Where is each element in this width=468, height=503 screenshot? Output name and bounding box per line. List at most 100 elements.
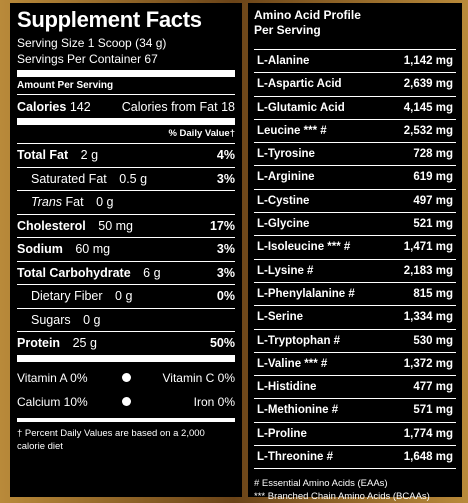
amino-name: L-Proline: [257, 427, 307, 440]
nutrient-label: Total Fat 2 g: [17, 148, 195, 162]
nutrient-name: Dietary Fiber: [31, 289, 103, 304]
amino-amount: 1,334 mg: [403, 311, 453, 324]
amount-per-serving: Amount Per Serving: [17, 80, 114, 91]
nutrient-name: Total Carbohydrate: [17, 265, 131, 280]
amino-row: L-Alanine 1,142 mg: [254, 49, 456, 72]
fat-calories-label: Calories from Fat: [121, 99, 218, 114]
nutrient-amount: 0 g: [96, 195, 114, 210]
amino-name: L-Threonine #: [257, 451, 334, 464]
amino-name: L-Aspartic Acid: [257, 78, 342, 91]
amino-row: L-Lysine # 2,183 mg: [254, 258, 456, 282]
amino-amount: 619 mg: [413, 171, 453, 184]
nutrient-row: Protein 25 g 50%: [17, 331, 235, 355]
amino-amount: 571 mg: [413, 404, 453, 417]
nutrient-label: Trans Fat 0 g: [17, 195, 235, 209]
title: Supplement Facts: [17, 7, 202, 32]
nutrient-amount: 6 g: [143, 265, 161, 280]
amino-row: L-Histidine 477 mg: [254, 375, 456, 398]
nutrient-name: Protein: [17, 336, 61, 351]
nutrient-name: Fat: [65, 195, 84, 210]
nutrient-row: Saturated Fat 0.5 g 3%: [17, 166, 235, 191]
nutrient-row: Cholesterol 50 mg 17%: [17, 213, 235, 238]
amino-name: L-Tyrosine: [257, 148, 315, 161]
vitamin: Vitamin C 0%: [162, 370, 235, 385]
amino-row: L-Cystine 497 mg: [254, 188, 456, 212]
amino-row: L-Arginine 619 mg: [254, 165, 456, 188]
amino-amount: 2,183 mg: [403, 264, 453, 277]
bullet: [121, 373, 131, 382]
title-line: Per Serving: [254, 23, 321, 37]
amino-row: L-Serine 1,334 mg: [254, 305, 456, 328]
nutrient-prefix: Trans: [31, 195, 63, 210]
footnote: *** Branched Chain Amino Acids (BCAAs): [254, 491, 430, 503]
nutrient-row: Trans Fat 0 g: [17, 190, 235, 214]
amino-row: L-Tryptophan # 530 mg: [254, 328, 456, 352]
amino-amount: 2,532 mg: [403, 124, 453, 137]
amino-name: L-Methionine #: [257, 404, 339, 417]
calories-value: 142: [69, 99, 91, 114]
amino-row: L-Aspartic Acid 2,639 mg: [254, 72, 456, 95]
nutrient-name: Cholesterol: [17, 218, 86, 233]
title-line: Amino Acid Profile: [254, 8, 361, 22]
nutrient-label: Dietary Fiber 0 g: [17, 289, 195, 303]
amino-amount: 815 mg: [413, 287, 453, 300]
amino-name: L-Valine *** #: [257, 357, 328, 370]
amino-name: L-Serine: [257, 311, 304, 324]
nutrient-label: Sugars 0 g: [17, 313, 235, 327]
amino-amount: 521 mg: [413, 218, 453, 231]
amino-name: L-Isoleucine *** #: [257, 241, 351, 254]
amino-amount: 1,372 mg: [403, 357, 453, 370]
vitamin: Vitamin A 0%: [17, 370, 88, 385]
nutrient-amount: 25 g: [72, 336, 97, 351]
amino-amount: 1,142 mg: [403, 55, 453, 67]
nutrient-dv: 0%: [216, 289, 235, 304]
amino-row: L-Glycine 521 mg: [254, 212, 456, 235]
serving-size: Serving Size 1 Scoop (34 g): [17, 36, 167, 50]
nutrient-name: Total Fat: [17, 148, 69, 163]
calories-label: Calories: [17, 99, 67, 114]
nutrient-dv: 4%: [216, 148, 235, 163]
nutrient-label: Total Carbohydrate 6 g: [17, 266, 195, 280]
nutrient-name: Sodium: [17, 242, 63, 257]
nutrient-amount: 0 g: [83, 312, 101, 327]
amino-row: L-Tyrosine 728 mg: [254, 142, 456, 165]
nutrient-label: Sodium 60 mg: [17, 242, 195, 256]
nutrient-row: Sodium 60 mg 3%: [17, 237, 235, 261]
amino-rows: L-Alanine 1,142 mg L-Aspartic Acid 2,639 mg…: [254, 49, 456, 468]
supplement-facts-panel: Supplement Facts Serving Size 1 Scoop (3…: [10, 3, 242, 497]
nutrient-name: Sugars: [31, 312, 71, 327]
nutrient-dv: 50%: [209, 336, 235, 351]
vitamin-row: Calcium 10% Iron 0%: [17, 390, 235, 414]
nutrient-amount: 2 g: [80, 148, 99, 163]
amino-name: L-Glycine: [257, 218, 310, 231]
nutrient-amount: 60 mg: [75, 242, 111, 257]
servings: Servings Per Container 67: [17, 52, 158, 66]
amino-name: L-Glutamic Acid: [257, 101, 345, 114]
nutrients: Total Fat 2 g 4% Saturated Fat 0.5 g 3% Tran…: [17, 143, 235, 355]
amino-amount: 728 mg: [413, 148, 453, 161]
amino-row: L-Proline 1,774 mg: [254, 421, 456, 445]
divider: [17, 118, 235, 125]
nutrient-row: Total Fat 2 g 4%: [17, 143, 235, 167]
amino-row: L-Isoleucine *** # 1,471 mg: [254, 235, 456, 258]
nutrient-row: Sugars 0 g: [17, 307, 235, 332]
amino-name: L-Arginine: [257, 171, 315, 184]
amino-name: L-Phenylalanine #: [257, 287, 355, 300]
amino-name: L-Alanine: [257, 55, 310, 67]
amino-name: L-Tryptophan #: [257, 334, 341, 347]
amino-title: Amino Acid Profile Per Serving: [254, 3, 456, 46]
amino-row: L-Threonine # 1,648 mg: [254, 445, 456, 468]
amino-amount: 477 mg: [413, 381, 453, 394]
divider: [17, 417, 235, 422]
fat-calories-value: 18: [221, 99, 235, 114]
nutrient-row: Dietary Fiber 0 g 0%: [17, 284, 235, 308]
vitamin: Calcium 10%: [17, 394, 88, 409]
amino-name: L-Lysine #: [257, 264, 314, 277]
nutrient-label: Saturated Fat 0.5 g: [17, 172, 195, 186]
nutrient-label: Protein 25 g: [17, 336, 195, 350]
amino-row: L-Valine *** # 1,372 mg: [254, 351, 456, 375]
footnote: # Essential Amino Acids (EAAs): [254, 478, 388, 490]
amino-row: Leucine *** # 2,532 mg: [254, 118, 456, 142]
nutrient-dv: 3%: [216, 265, 235, 280]
